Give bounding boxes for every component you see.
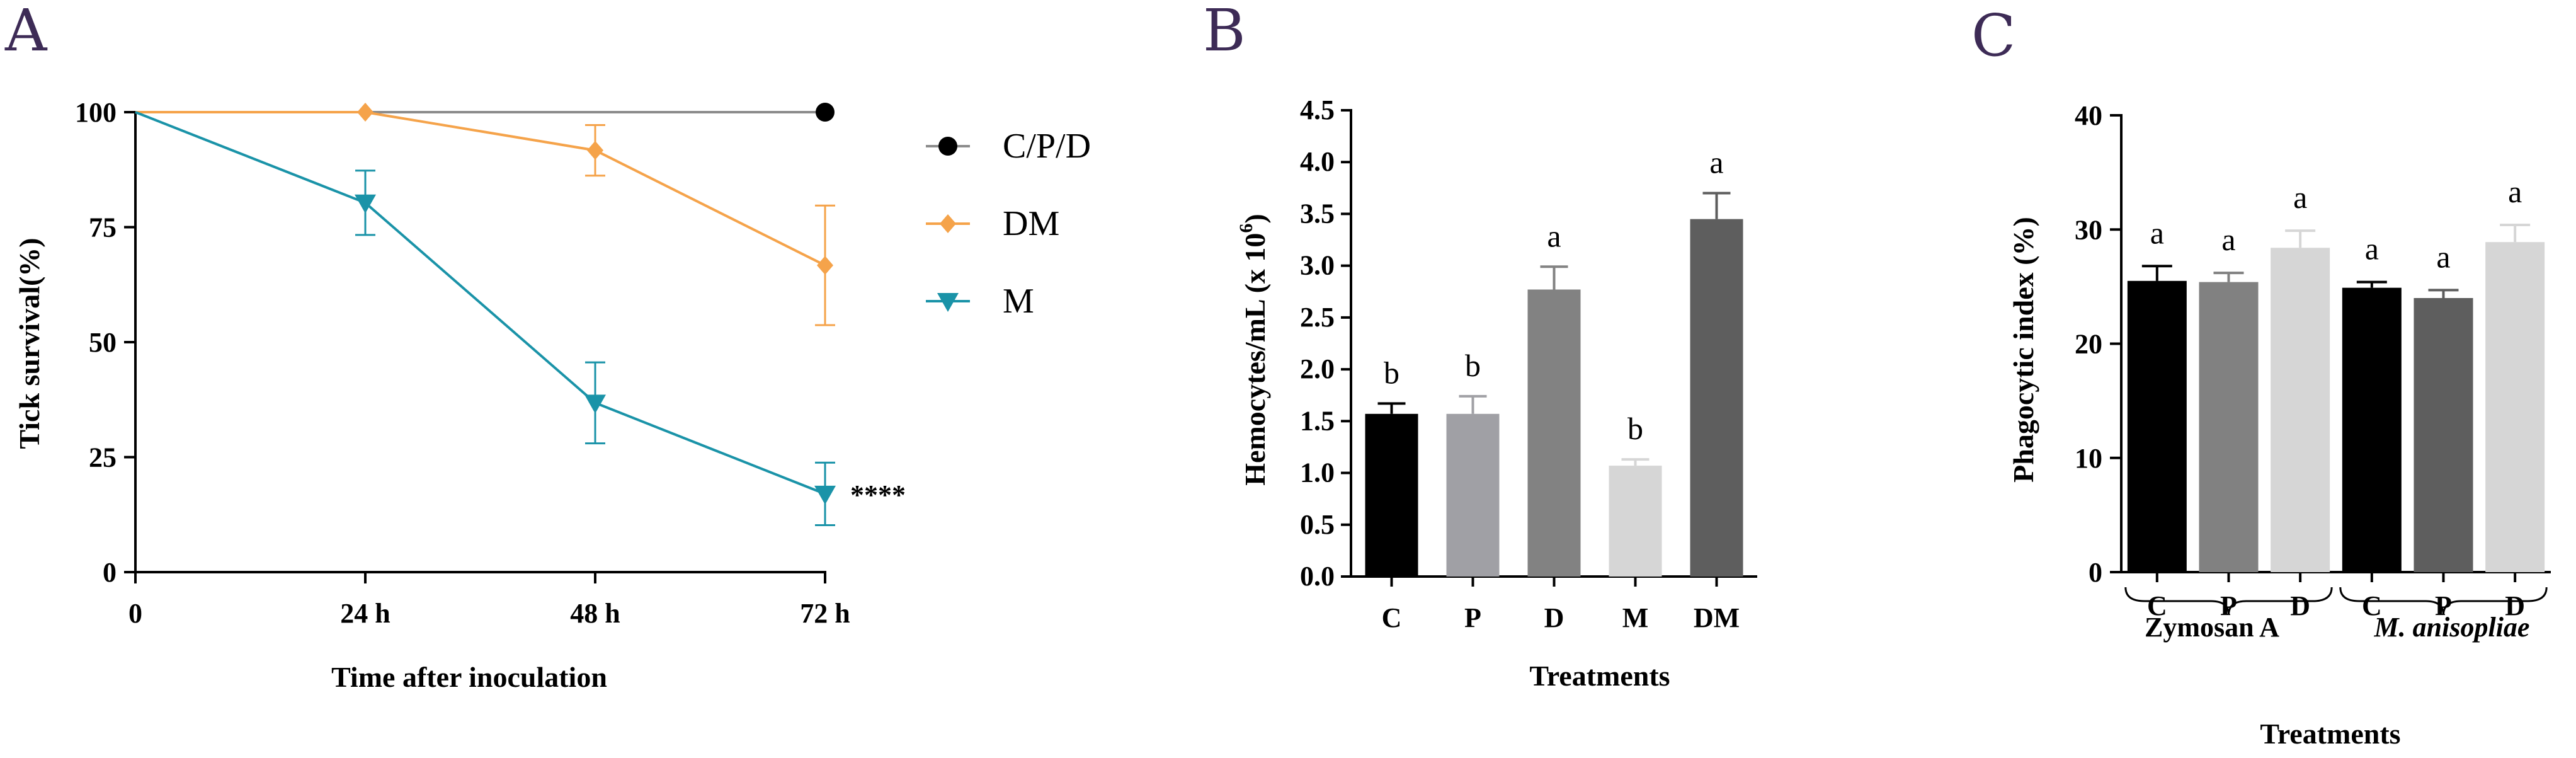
chart-a-ytick-label: 25: [89, 442, 117, 473]
chart-c-ytick-label: 40: [2075, 100, 2102, 131]
chart-a-line-dm: [135, 111, 826, 267]
chart-a-ytick-label: 75: [89, 212, 117, 243]
chart-b-ylabel-main: Hemocytes/mL (x 10: [1239, 233, 1271, 486]
chart-c-xtick-label: P: [2220, 590, 2237, 621]
chart-a-ytick-label: 100: [75, 97, 117, 128]
chart-a-xtick-label: 24 h: [340, 598, 390, 629]
chart-a-legend: C/P/D DM M: [926, 127, 1091, 321]
chart-a-point: [816, 103, 835, 122]
chart-a-point: [355, 194, 376, 214]
chart-c-ylabel: Phagocytic index (%): [2007, 217, 2039, 483]
legend-label: M: [1003, 282, 1034, 321]
chart-b-bar-p: [1446, 413, 1500, 577]
chart-c-xtick-label: C: [2147, 590, 2167, 621]
chart-b-ytick-label: 0.0: [1300, 561, 1335, 592]
chart-a-point: [357, 103, 373, 122]
chart-b-bar-d: [1527, 289, 1581, 577]
chart-b: 0.0 0.5 1.0 1.5 2.0 2.5 3.0 3.5 4.0 4.5 b Cb Pa Db Ma D…: [1300, 95, 1757, 633]
chart-b-xtick-label: C: [1382, 602, 1402, 633]
chart-a-significance: ****: [850, 479, 906, 510]
chart-c: 0 10 20 30 40 a Ca Pa Da Ca Pa D: [2075, 100, 2551, 621]
chart-c-group-2-brace: [2339, 587, 2548, 616]
chart-b-sig-letter: b: [1627, 411, 1643, 446]
chart-a-xlabel: Time after inoculation: [331, 661, 607, 693]
chart-b-xtick-label: D: [1544, 602, 1564, 633]
panel-b-letter: B: [1203, 0, 1246, 64]
chart-c-sig-letter: a: [2221, 222, 2235, 257]
chart-c-group-2: M. anisopliae: [2374, 612, 2530, 643]
chart-b-ytick-label: 2.5: [1300, 302, 1335, 333]
chart-b-xlabel: Treatments: [1529, 660, 1670, 692]
chart-a-point: [814, 485, 836, 505]
chart-c-sig-letter: a: [2508, 174, 2522, 209]
legend-marker: [938, 137, 957, 156]
chart-c-bar-2: [2199, 282, 2259, 572]
chart-b-sig-letter: a: [1547, 218, 1561, 253]
chart-b-ytick-label: 1.0: [1300, 457, 1335, 488]
chart-b-bar-dm: [1690, 219, 1743, 577]
chart-c-bar-1: [2127, 280, 2187, 572]
chart-c-xtick-label: D: [2290, 590, 2310, 621]
chart-a-ytick-label: 50: [89, 327, 117, 358]
chart-c-xlabel: Treatments: [2260, 718, 2400, 750]
chart-b-xtick-label: DM: [1694, 602, 1740, 633]
chart-b-ytick-label: 4.5: [1300, 95, 1335, 125]
chart-b-ytick-label: 2.0: [1300, 353, 1335, 384]
chart-c-bar-5: [2414, 298, 2473, 572]
chart-a-point: [817, 256, 833, 275]
chart-b-sig-letter: b: [1384, 355, 1399, 390]
chart-b-ylabel-exp: 6: [1236, 224, 1257, 233]
chart-c-group-1-brace: [2124, 587, 2333, 616]
chart-a-point: [587, 141, 603, 160]
chart-a-xtick-label: 48 h: [570, 598, 620, 629]
chart-c-ytick-label: 30: [2075, 214, 2102, 245]
chart-c-sig-letter: a: [2150, 215, 2164, 250]
chart-c-xtick-label: D: [2505, 590, 2525, 621]
chart-b-sig-letter: b: [1465, 348, 1481, 383]
chart-b-ylabel-close: ): [1239, 214, 1271, 223]
chart-c-ytick-label: 0: [2089, 557, 2102, 588]
legend-marker: [937, 293, 959, 312]
chart-b-ytick-label: 3.5: [1300, 198, 1335, 229]
chart-c-xtick-label: P: [2435, 590, 2452, 621]
chart-c-sig-letter: a: [2365, 231, 2379, 267]
chart-c-group-1: Zymosan A: [2145, 612, 2279, 643]
chart-b-xtick-label: M: [1622, 602, 1649, 633]
panel-a-letter: A: [4, 0, 48, 64]
chart-b-ytick-label: 0.5: [1300, 509, 1335, 540]
chart-c-ytick-label: 20: [2075, 329, 2102, 360]
chart-c-bar-3: [2271, 248, 2330, 572]
chart-b-bar-c: [1365, 413, 1418, 577]
panel-c-letter: C: [1971, 2, 2015, 69]
chart-c-sig-letter: a: [2436, 239, 2450, 274]
chart-c-sig-letter: a: [2293, 180, 2307, 215]
chart-b-ytick-label: 3.0: [1300, 250, 1335, 281]
legend-label: DM: [1003, 204, 1059, 243]
legend-marker: [940, 214, 956, 233]
chart-a-ytick-label: 0: [103, 557, 117, 588]
chart-b-xtick-label: P: [1464, 602, 1481, 633]
chart-c-ytick-label: 10: [2075, 443, 2102, 474]
chart-b-ytick-label: 4.0: [1300, 146, 1335, 177]
chart-a-ylabel: Tick survival(%): [13, 238, 45, 449]
chart-a-line-m: [135, 111, 826, 495]
chart-b-ytick-label: 1.5: [1300, 405, 1335, 436]
chart-c-bar-4: [2342, 287, 2402, 572]
chart-b-bar-m: [1609, 466, 1662, 577]
chart-c-xtick-label: C: [2362, 590, 2382, 621]
chart-a-point: [584, 394, 606, 414]
legend-label: C/P/D: [1003, 127, 1091, 166]
chart-b-sig-letter: a: [1709, 145, 1723, 180]
chart-b-ylabel: Hemocytes/mL (x 106): [1236, 214, 1271, 485]
chart-a-xtick-label: 72 h: [800, 598, 850, 629]
chart-c-bar-6: [2485, 242, 2545, 572]
chart-a-xtick-label: 0: [128, 598, 142, 629]
chart-a: 0 25 50 75 100 0 24 h 48 h 72 h: [75, 97, 850, 629]
